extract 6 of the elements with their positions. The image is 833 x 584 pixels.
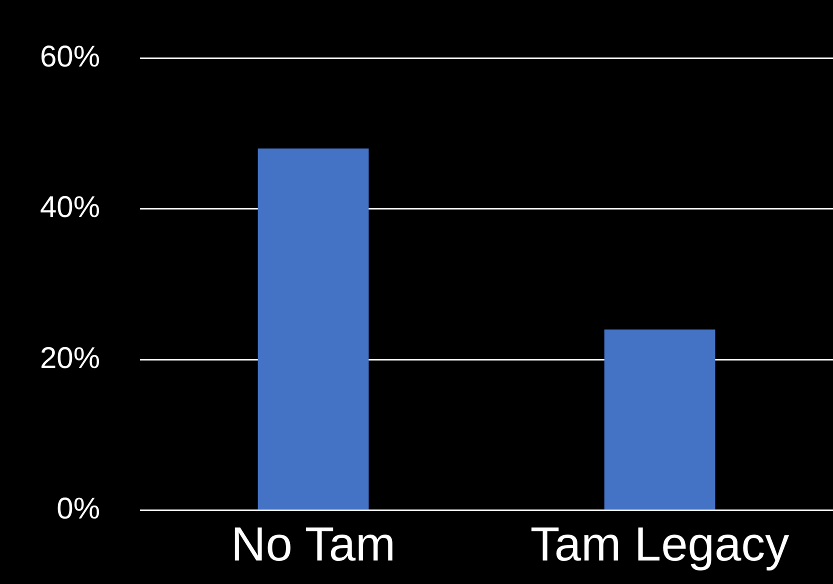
x-tick-label: Tam Legacy: [530, 518, 790, 572]
y-tick-label: 40%: [40, 191, 100, 224]
x-tick-label: No Tam: [231, 518, 396, 572]
y-tick-label: 60%: [40, 40, 100, 74]
y-tick-label: 20%: [40, 342, 100, 375]
y-tick-label: 0%: [56, 492, 100, 526]
